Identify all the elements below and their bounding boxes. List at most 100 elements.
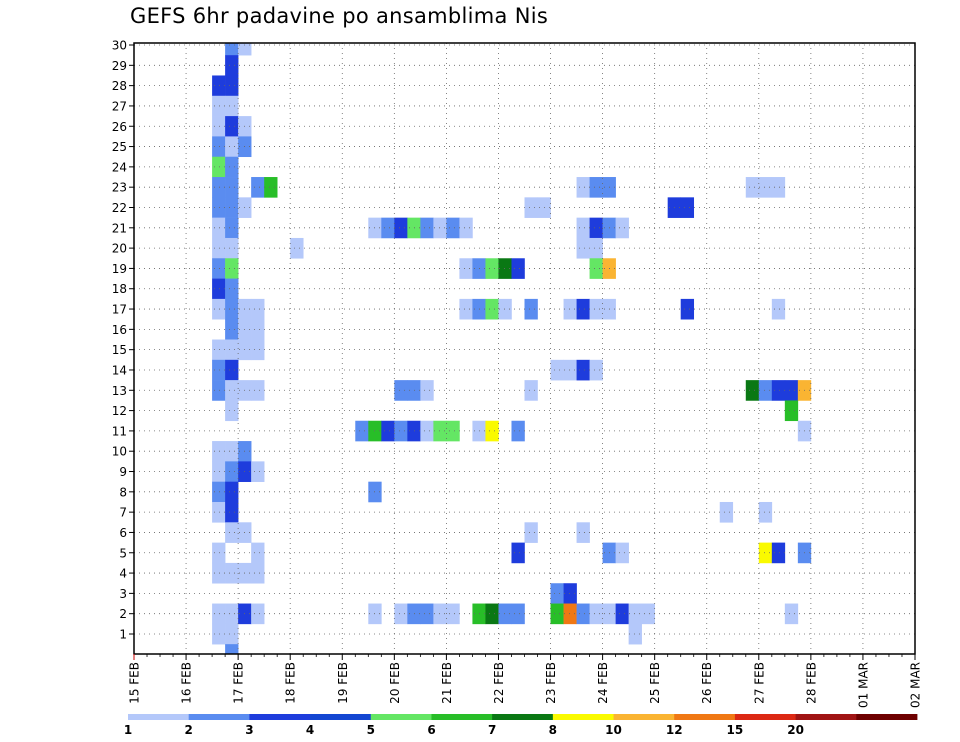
heatmap-cell — [238, 43, 252, 56]
y-tick-label: 20 — [112, 242, 127, 256]
legend-swatch — [370, 714, 432, 720]
heatmap-cell — [225, 400, 239, 422]
y-tick-label: 24 — [112, 160, 127, 174]
heatmap-cell — [212, 156, 226, 178]
legend-label: 5 — [367, 723, 375, 737]
x-tick-label: 26 FEB — [700, 662, 714, 704]
heatmap-cell — [225, 501, 239, 523]
heatmap-cell — [394, 420, 408, 442]
heatmap-cell — [498, 258, 512, 279]
heatmap-cell — [719, 501, 734, 523]
legend-label: 10 — [605, 723, 622, 737]
heatmap-cell — [511, 542, 525, 564]
heatmap-cell — [251, 461, 265, 482]
heatmap-cell — [212, 603, 226, 625]
heatmap-cell — [498, 603, 512, 625]
y-tick-label: 26 — [112, 120, 127, 134]
heatmap-cell — [771, 177, 786, 198]
heatmap-cell — [225, 603, 239, 625]
y-tick-label: 5 — [119, 546, 127, 560]
legend-swatch — [310, 714, 372, 720]
heatmap-cell — [420, 217, 434, 239]
heatmap-cell — [225, 95, 239, 117]
legend-label: 3 — [245, 723, 253, 737]
x-tick-label: 18 FEB — [284, 662, 298, 704]
y-tick-label: 8 — [119, 485, 127, 499]
heatmap-cell — [225, 217, 239, 239]
heatmap-cell — [251, 380, 265, 401]
heatmap-cell — [589, 177, 603, 198]
heatmap-cell — [745, 380, 760, 401]
heatmap-cell — [251, 603, 265, 625]
legend-label: 6 — [427, 723, 435, 737]
heatmap-cell — [758, 380, 773, 401]
heatmap-cell — [433, 217, 447, 239]
heatmap-cell — [485, 298, 499, 320]
y-tick-label: 19 — [112, 262, 127, 276]
heatmap-cell — [511, 603, 525, 625]
heatmap-cell — [550, 583, 564, 604]
y-tick-label: 25 — [112, 140, 127, 154]
heatmap-cell — [264, 177, 278, 198]
heatmap-cell — [212, 278, 226, 300]
heatmap-cell — [225, 562, 239, 584]
heatmap-cell — [615, 542, 629, 564]
x-tick-label: 19 FEB — [336, 662, 350, 704]
heatmap-cell — [212, 461, 226, 482]
y-tick-label: 4 — [119, 567, 127, 581]
heatmap-cell — [589, 237, 603, 259]
heatmap-cell — [524, 522, 538, 543]
heatmap-cell — [433, 603, 447, 625]
heatmap-cell — [459, 298, 473, 320]
legend-label: 7 — [488, 723, 496, 737]
heatmap-cell — [576, 522, 590, 543]
heatmap-cell — [225, 43, 239, 56]
legend-swatch — [674, 714, 736, 720]
heatmap-cell — [758, 542, 773, 564]
x-axis: 15 FEB 16 FEB 17 FEB 18 FEB 19 FEB 20 FEB 21 F… — [128, 654, 923, 708]
legend-label: 15 — [727, 723, 744, 737]
heatmap-cell — [225, 623, 239, 645]
y-tick-label: 12 — [112, 404, 127, 418]
heatmap-cell — [225, 136, 239, 158]
x-tick-label: 28 FEB — [804, 662, 818, 704]
heatmap-cell — [251, 298, 265, 320]
color-legend: 1 2 3 4 5 6 7 8 10 12 15 20 — [124, 714, 918, 737]
heatmap-cell — [225, 278, 239, 300]
heatmap-cell — [485, 258, 499, 279]
heatmap-cell — [212, 359, 226, 381]
heatmap-cell — [563, 359, 577, 381]
y-tick-label: 29 — [112, 59, 127, 73]
heatmap-cell — [225, 116, 239, 137]
legend-swatch — [188, 714, 250, 720]
chart-title: GEFS 6hr padavine po ansamblima Nis — [130, 4, 549, 28]
heatmap-cell — [576, 177, 590, 198]
heatmap-cell — [576, 359, 590, 381]
y-tick-label: 10 — [112, 445, 127, 459]
heatmap-cell — [511, 258, 525, 279]
heatmap-cell — [615, 217, 629, 239]
heatmap-cell — [485, 420, 499, 442]
x-tick-label: 17 FEB — [232, 662, 246, 704]
heatmap-cell — [576, 298, 590, 320]
heatmap-cell — [524, 298, 538, 320]
heatmap-cell — [212, 501, 226, 523]
heatmap-cell — [251, 542, 265, 564]
heatmap-cell — [459, 258, 473, 279]
heatmap-cell — [758, 501, 773, 523]
heatmap-cell — [225, 441, 239, 462]
heatmap-cell — [628, 623, 642, 645]
y-tick-label: 3 — [119, 587, 127, 601]
heatmap-cell — [563, 583, 577, 604]
heatmap-cell — [680, 298, 695, 320]
heatmap-cell — [251, 339, 265, 361]
y-tick-label: 7 — [119, 506, 127, 520]
y-tick-label: 22 — [112, 201, 127, 215]
legend-swatch — [856, 714, 918, 720]
heatmap-cell — [225, 481, 239, 503]
heatmap-cell — [498, 298, 512, 320]
heatmap-cell — [446, 420, 460, 442]
y-tick-label: 1 — [119, 628, 127, 642]
heatmap-cell — [394, 603, 408, 625]
heatmap-cell — [225, 258, 239, 279]
